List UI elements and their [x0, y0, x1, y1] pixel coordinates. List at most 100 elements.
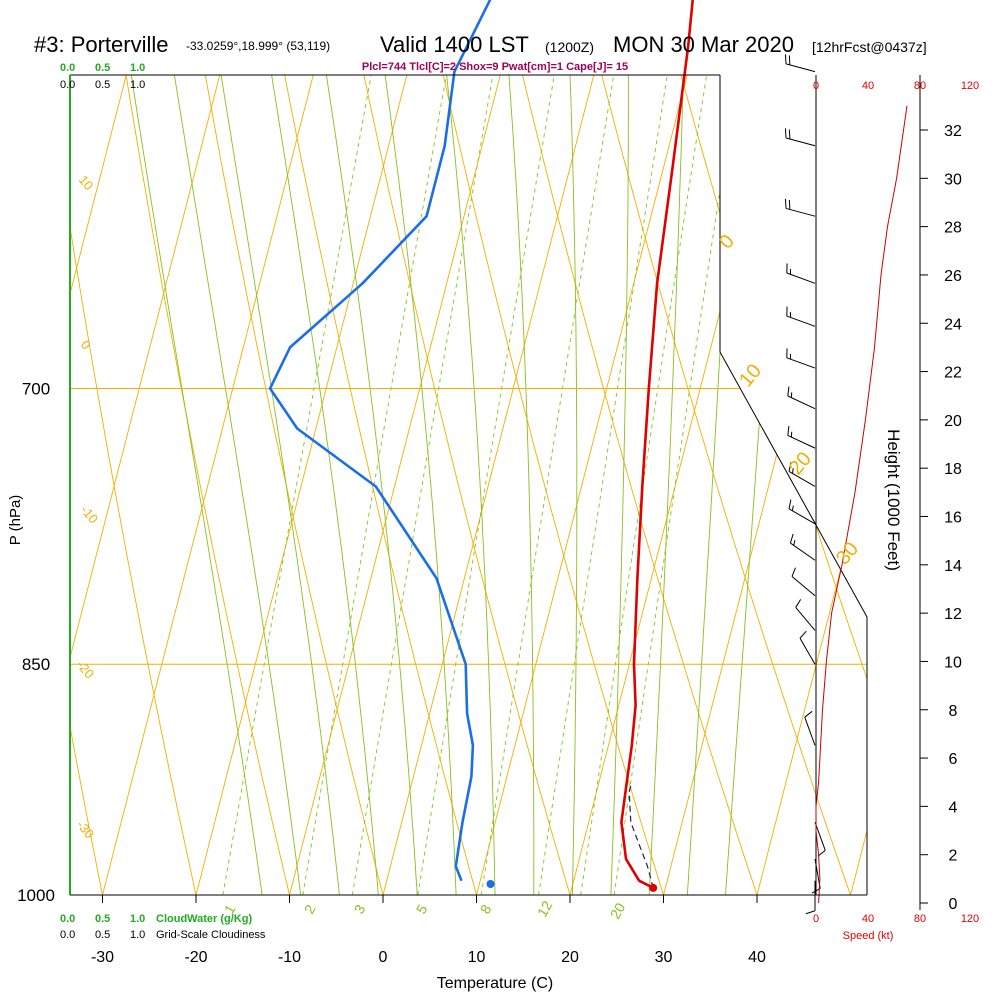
height-tick-label: 0 — [949, 896, 958, 913]
barb-full — [795, 599, 802, 608]
height-tick-label: 2 — [949, 848, 958, 865]
height-tick-label: 26 — [944, 268, 962, 285]
wind-top-tick-2: 80 — [914, 80, 926, 92]
wind-barb — [786, 306, 816, 327]
wind-barb — [788, 499, 816, 525]
x-axis-label: Temperature (C) — [437, 975, 553, 992]
wind-barb — [786, 263, 816, 284]
wind-barb — [786, 348, 816, 369]
barb-full — [787, 425, 790, 436]
moist-adiabat-line — [648, 75, 684, 895]
height-tick-label: 24 — [944, 316, 962, 333]
cloud-bottom-black-0: 0.0 — [60, 929, 75, 941]
moist-adiabat-line — [220, 75, 340, 895]
p-tick-label: 850 — [22, 655, 50, 674]
dry-adiabat-line — [70, 723, 103, 895]
height-tick-label: 20 — [944, 413, 962, 430]
utc-time: (1200Z) — [545, 39, 594, 55]
boundary-mask — [720, 75, 867, 615]
barb-staff — [791, 576, 816, 597]
wind-bottom-tick-0: 0 — [813, 913, 819, 925]
station-title: #3: Porterville — [34, 32, 169, 57]
cloud-bottom-green-2: 1.0 — [130, 913, 145, 925]
height-tick-label: 22 — [944, 365, 962, 382]
dry-adiabat-line — [601, 75, 851, 895]
barb-full — [788, 55, 791, 65]
barb-staff — [788, 471, 816, 487]
moist-adiabat-line — [271, 75, 379, 895]
barb-full — [788, 129, 791, 140]
cloud-top-green-0: 0.0 — [60, 62, 75, 74]
barb-staff — [814, 821, 826, 851]
barb-staff — [785, 207, 816, 217]
moist-adiabat-line — [508, 75, 535, 895]
height-tick-label: 16 — [944, 510, 962, 527]
cloud-top-green-2: 1.0 — [130, 62, 145, 74]
x-tick-label: 40 — [748, 949, 766, 966]
wind-barb — [788, 462, 816, 487]
barb-staff — [804, 717, 816, 746]
dry-adiabat-line — [284, 75, 477, 895]
axes: -30-20-100102030402503004005007008501000… — [17, 74, 962, 966]
wind-top-tick-3: 120 — [961, 80, 979, 92]
wind-barb — [804, 710, 816, 746]
y-axis-label: P (hPa) — [7, 495, 24, 546]
wind-barb — [791, 567, 816, 597]
cloud-top-black-0: 0.0 — [60, 79, 75, 91]
series-parcel — [628, 784, 654, 889]
dry-adiabat-line — [442, 75, 664, 895]
cloud-top-black-2: 1.0 — [130, 79, 145, 91]
barb-full — [787, 386, 790, 397]
isotherm-line — [195, 75, 408, 895]
barb-staff — [787, 434, 816, 449]
moist-adiabat-line — [130, 75, 263, 895]
isotherm-line — [70, 75, 221, 660]
cloud-water-label: CloudWater (g/Kg) — [156, 913, 252, 925]
barb-half — [791, 468, 794, 474]
height-tick-label: 8 — [949, 703, 958, 720]
height-tick-label: 10 — [944, 654, 962, 671]
moist-adiabat-line — [569, 75, 578, 895]
x-tick-label: -20 — [184, 949, 207, 966]
height-tick-label: 12 — [944, 606, 962, 623]
barb-full — [784, 54, 787, 64]
barb-full — [789, 533, 794, 544]
isotherm-line — [70, 75, 127, 296]
wind-speed-line — [815, 105, 908, 904]
wind-barb — [784, 128, 816, 147]
mixing-ratio-label: 20 — [607, 900, 629, 922]
barb-full — [784, 198, 787, 209]
wind-top-tick-0: 0 — [813, 80, 819, 92]
barb-full — [788, 499, 792, 509]
moist-adiabat-line — [173, 75, 302, 895]
surface-temperature-dot — [649, 883, 658, 892]
x-tick-label: 0 — [379, 949, 388, 966]
barb-full — [791, 567, 796, 577]
forecast-run: [12hrFcst@0437z] — [812, 39, 927, 55]
barb-staff — [799, 637, 816, 665]
wind-barb — [795, 599, 816, 631]
dry-adiabat-line — [125, 75, 290, 895]
wind-barb — [789, 533, 816, 561]
wind-barb — [805, 880, 816, 915]
barb-staff — [786, 315, 816, 327]
barb-full — [788, 199, 791, 210]
cloud-bottom-black-2: 1.0 — [130, 929, 145, 941]
barb-half — [793, 540, 796, 546]
wind-speed-panel — [815, 75, 908, 904]
dry-adiabat-line — [204, 75, 384, 895]
height-tick-label: 28 — [944, 220, 962, 237]
wind-barb — [784, 54, 816, 73]
cloud-top-black-1: 0.5 — [95, 79, 110, 91]
barb-staff — [786, 357, 816, 369]
dry-adiabat-line — [70, 224, 197, 895]
cloud-bottom-green-0: 0.0 — [60, 913, 75, 925]
isotherm-line — [382, 75, 595, 895]
wind-barb — [784, 198, 816, 217]
wind-barb — [787, 386, 816, 410]
mixing-ratio-label: 12 — [534, 898, 556, 920]
height-tick-label: 30 — [944, 171, 962, 188]
wind-barbs — [784, 54, 826, 915]
barb-full — [799, 630, 807, 639]
